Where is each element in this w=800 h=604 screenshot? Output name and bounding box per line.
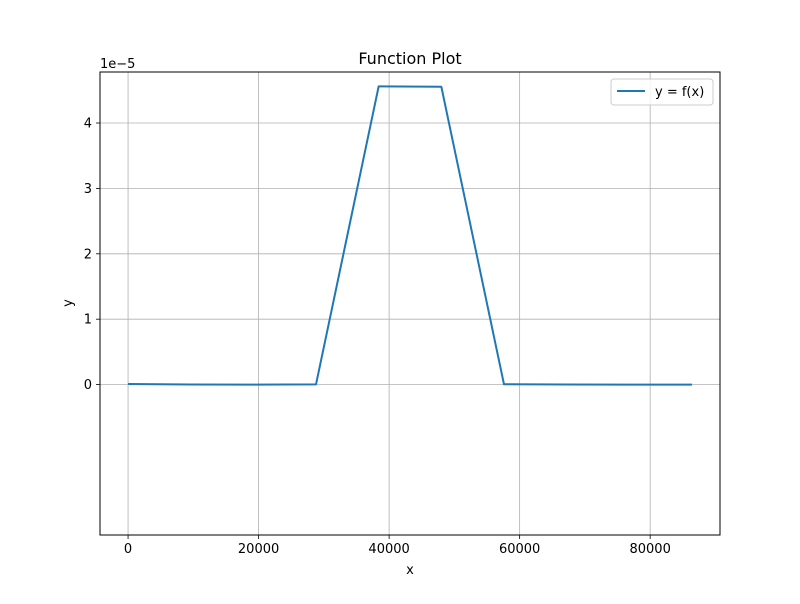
x-tick-label: 40000 bbox=[368, 542, 409, 557]
x-axis-label: x bbox=[406, 563, 414, 578]
series-line bbox=[128, 85, 692, 386]
y-axis-ticks: 0 1 2 3 4 bbox=[84, 117, 100, 393]
y-tick-label: 3 bbox=[84, 182, 92, 197]
y-axis-label: y bbox=[61, 299, 76, 307]
y-tick-label: 2 bbox=[84, 247, 92, 262]
y-tick-label: 0 bbox=[84, 378, 92, 393]
x-axis-ticks: 0 20000 40000 60000 80000 bbox=[124, 535, 671, 557]
y-offset-label: 1e−5 bbox=[100, 57, 135, 72]
legend-box bbox=[610, 78, 714, 106]
legend-entry-label: y = f(x) bbox=[655, 85, 704, 100]
x-tick-label: 60000 bbox=[499, 542, 540, 557]
x-tick-label: 80000 bbox=[629, 542, 670, 557]
grid-lines bbox=[100, 72, 720, 535]
series-layer bbox=[128, 85, 692, 386]
plot-frame bbox=[99, 71, 721, 536]
chart-title: Function Plot bbox=[358, 49, 461, 68]
legend: y = f(x) bbox=[610, 78, 714, 106]
y-tick-label: 4 bbox=[84, 117, 92, 132]
x-tick-label: 20000 bbox=[238, 542, 279, 557]
x-tick-label: 0 bbox=[124, 542, 132, 557]
y-tick-label: 1 bbox=[84, 313, 92, 328]
